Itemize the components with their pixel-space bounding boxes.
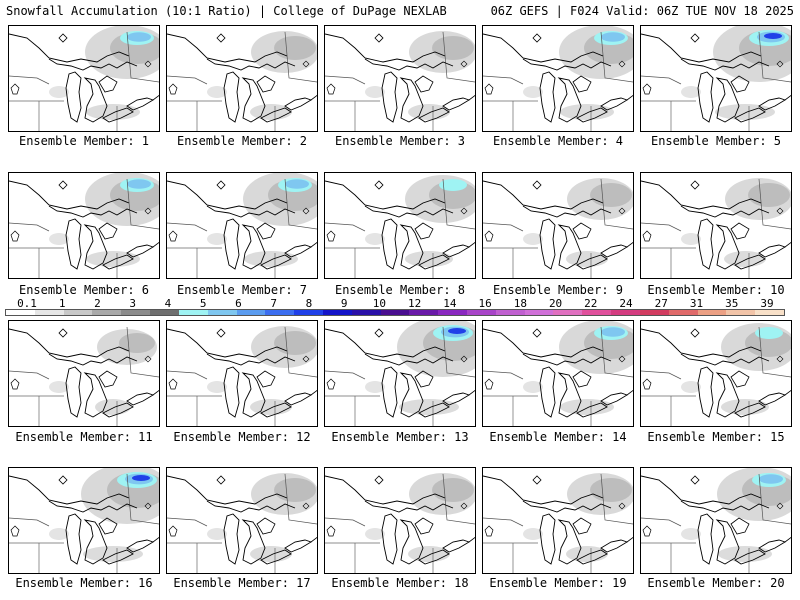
ensemble-map-panel bbox=[482, 25, 634, 132]
ensemble-map-panel bbox=[8, 25, 160, 132]
scale-swatch bbox=[639, 310, 669, 315]
ensemble-map-panel bbox=[166, 320, 318, 427]
scale-swatch bbox=[34, 310, 64, 315]
scale-swatch bbox=[92, 310, 122, 315]
scale-tick-label: 3 bbox=[129, 297, 137, 310]
ensemble-map-panel bbox=[8, 467, 160, 574]
ensemble-member-label: Ensemble Member: 11 bbox=[15, 430, 153, 444]
scale-swatch bbox=[409, 310, 439, 315]
scale-tick-label: 35 bbox=[725, 297, 739, 310]
ensemble-member-label: Ensemble Member: 15 bbox=[647, 430, 785, 444]
ensemble-member-label: Ensemble Member: 1 bbox=[18, 134, 150, 148]
ensemble-member-label: Ensemble Member: 20 bbox=[647, 576, 785, 590]
ensemble-map-panel bbox=[324, 320, 476, 427]
scale-tick-label: 27 bbox=[654, 297, 668, 310]
ensemble-map-panel bbox=[640, 25, 792, 132]
scale-swatch bbox=[121, 310, 151, 315]
ensemble-member-label: Ensemble Member: 3 bbox=[334, 134, 466, 148]
scale-swatch bbox=[351, 310, 381, 315]
ensemble-member-label: Ensemble Member: 16 bbox=[15, 576, 153, 590]
ensemble-map-panel bbox=[324, 172, 476, 279]
run-valid-time: 06Z GEFS | F024 Valid: 06Z TUE NOV 18 20… bbox=[490, 4, 794, 18]
scale-swatch bbox=[726, 310, 756, 315]
ensemble-member-label: Ensemble Member: 18 bbox=[331, 576, 469, 590]
scale-tick-label: 6 bbox=[235, 297, 242, 310]
ensemble-map-panel bbox=[324, 25, 476, 132]
scale-tick-label: 16 bbox=[478, 297, 492, 310]
ensemble-map-panel bbox=[166, 172, 318, 279]
scale-swatch bbox=[207, 310, 237, 315]
ensemble-member-label: Ensemble Member: 7 bbox=[176, 283, 308, 297]
scale-swatch bbox=[582, 310, 612, 315]
scale-swatch bbox=[524, 310, 554, 315]
ensemble-map-panel bbox=[324, 467, 476, 574]
map-title: Snowfall Accumulation (10:1 Ratio) | Col… bbox=[6, 4, 447, 18]
scale-tick-label: 7 bbox=[270, 297, 277, 310]
scale-tick-label: 4 bbox=[164, 297, 172, 310]
ensemble-member-label: Ensemble Member: 8 bbox=[334, 283, 466, 297]
ensemble-map-panel bbox=[640, 172, 792, 279]
ensemble-member-label: Ensemble Member: 13 bbox=[331, 430, 469, 444]
ensemble-member-label: Ensemble Member: 17 bbox=[173, 576, 311, 590]
scale-swatch bbox=[322, 310, 352, 315]
scale-swatch bbox=[236, 310, 266, 315]
scale-tick-label: 12 bbox=[407, 297, 422, 310]
scale-tick-label: 0.1 bbox=[17, 297, 37, 310]
scale-tick-label: 10 bbox=[372, 297, 386, 310]
scale-tick-label: 14 bbox=[443, 297, 457, 310]
scale-swatch bbox=[495, 310, 525, 315]
snowfall-color-scale: 0.1 1 2 3 4 5 6 7 8 9 10 12 14 16 18 20 22 24 27 31 35 39 bbox=[5, 297, 785, 317]
ensemble-map-panel bbox=[166, 467, 318, 574]
scale-swatch bbox=[438, 310, 467, 315]
scale-tick-label: 1 bbox=[58, 297, 66, 310]
ensemble-member-label: Ensemble Member: 10 bbox=[647, 283, 785, 297]
scale-tick-label: 5 bbox=[199, 297, 207, 310]
scale-swatch bbox=[755, 310, 784, 315]
ensemble-map-panel bbox=[640, 467, 792, 574]
ensemble-member-label: Ensemble Member: 4 bbox=[492, 134, 624, 148]
scale-swatch bbox=[467, 310, 496, 315]
ensemble-member-label: Ensemble Member: 19 bbox=[489, 576, 627, 590]
ensemble-member-label: Ensemble Member: 2 bbox=[176, 134, 308, 148]
ensemble-map-panel bbox=[640, 320, 792, 427]
scale-swatch bbox=[611, 310, 640, 315]
ensemble-map-panel bbox=[8, 320, 160, 427]
scale-tick-label: 24 bbox=[619, 297, 633, 310]
ensemble-member-label: Ensemble Member: 12 bbox=[173, 430, 311, 444]
ensemble-member-label: Ensemble Member: 9 bbox=[492, 283, 624, 297]
scale-swatch bbox=[265, 310, 295, 315]
scale-swatch bbox=[150, 310, 179, 315]
ensemble-map-panel bbox=[482, 320, 634, 427]
scale-swatch bbox=[63, 310, 93, 315]
scale-swatch bbox=[294, 310, 323, 315]
ensemble-member-label: Ensemble Member: 5 bbox=[650, 134, 782, 148]
scale-tick-label: 18 bbox=[513, 297, 527, 310]
ensemble-member-label: Ensemble Member: 14 bbox=[489, 430, 627, 444]
scale-tick-label: 22 bbox=[584, 297, 598, 310]
scale-tick-label: 9 bbox=[340, 297, 348, 310]
scale-swatch bbox=[380, 310, 410, 315]
scale-swatch bbox=[697, 310, 727, 315]
scale-swatch bbox=[668, 310, 698, 315]
scale-tick-label: 2 bbox=[94, 297, 101, 310]
scale-tick-label: 39 bbox=[760, 297, 774, 310]
scale-tick-label: 8 bbox=[305, 297, 313, 310]
scale-swatch bbox=[553, 310, 583, 315]
ensemble-map-panel bbox=[482, 172, 634, 279]
scale-tick-label: 31 bbox=[689, 297, 704, 310]
ensemble-map-panel bbox=[166, 25, 318, 132]
ensemble-map-panel bbox=[8, 172, 160, 279]
scale-swatch bbox=[178, 310, 208, 315]
scale-tick-label: 20 bbox=[548, 297, 563, 310]
ensemble-map-panel bbox=[482, 467, 634, 574]
ensemble-member-label: Ensemble Member: 6 bbox=[18, 283, 150, 297]
scale-swatch bbox=[6, 310, 35, 315]
